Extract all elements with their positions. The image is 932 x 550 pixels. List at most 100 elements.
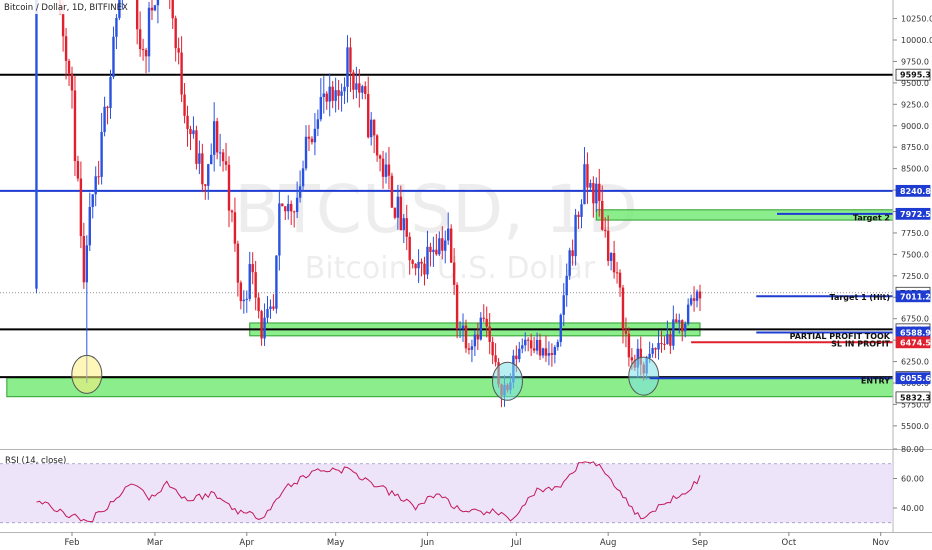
candle-body: [340, 91, 343, 96]
candle-body: [210, 154, 213, 165]
candle: [547, 341, 551, 366]
candle: [606, 215, 610, 266]
candle-body: [595, 183, 598, 204]
candle: [183, 83, 186, 124]
price-tag-7972.5: 7972.5: [900, 210, 931, 219]
candle-body: [174, 18, 177, 49]
candle-body: [70, 73, 74, 91]
candle-body: [251, 264, 254, 273]
candle: [589, 179, 592, 191]
candle-body: [559, 314, 562, 342]
candle: [479, 312, 482, 341]
candle-body: [171, 0, 174, 19]
candle: [601, 185, 604, 231]
candle: [295, 181, 299, 219]
candle-body: [287, 203, 290, 212]
candle: [544, 335, 548, 362]
candle: [290, 200, 293, 226]
candle: [275, 255, 278, 314]
candle-body: [322, 93, 325, 98]
candle: [340, 83, 343, 112]
candle-body: [470, 346, 474, 350]
candle: [150, 0, 154, 21]
candle: [82, 222, 86, 289]
candle-body: [491, 341, 494, 356]
price-tick-label: 7250.0: [901, 272, 929, 281]
candle: [538, 333, 542, 360]
candle: [201, 143, 204, 193]
candle: [595, 177, 598, 213]
candle-body: [393, 207, 397, 218]
candle: [144, 47, 148, 74]
candle: [657, 330, 660, 360]
candle: [482, 304, 485, 323]
rsi-tick-label: 60.00: [901, 475, 924, 484]
candle-body: [675, 319, 678, 323]
candle-body: [535, 339, 539, 351]
price-tag-5832.3-bg: [895, 391, 931, 404]
zone-2: [6, 377, 894, 398]
candle-body: [135, 0, 139, 30]
candle-body: [402, 218, 405, 231]
candle: [198, 140, 201, 175]
candle: [580, 199, 583, 229]
candle-body: [198, 153, 201, 164]
candle-body: [73, 90, 77, 162]
candle-body: [212, 121, 216, 155]
candle-body: [654, 348, 657, 350]
candle-body: [224, 161, 228, 165]
rsi-line: [36, 461, 701, 523]
candle: [109, 69, 112, 119]
price-tick-label: 8500.0: [901, 165, 929, 174]
candle: [212, 102, 216, 172]
candle-body: [529, 340, 533, 349]
candle-body: [298, 186, 302, 198]
candle: [263, 303, 266, 346]
candle: [470, 339, 474, 363]
candle-body: [532, 348, 536, 351]
candle: [485, 306, 488, 338]
candle: [115, 14, 118, 50]
candle-body: [352, 72, 355, 90]
chart-title: Bitcoin / Dollar, 1D, BITFINEX: [4, 3, 128, 13]
candle: [577, 211, 580, 229]
time-tick-label: Apr: [239, 538, 254, 548]
candle-body: [201, 153, 204, 185]
candle: [292, 210, 296, 228]
candle: [491, 336, 494, 365]
candle-body: [488, 326, 491, 342]
annotation-label: SL IN PROFIT: [831, 340, 890, 349]
candle-body: [553, 347, 557, 355]
candle-body: [695, 291, 699, 301]
candle-body: [458, 328, 462, 330]
candle: [672, 305, 675, 350]
candle: [571, 239, 574, 266]
candle: [423, 256, 426, 286]
horizontal-lines-layer: [0, 73, 893, 379]
candle: [429, 242, 432, 267]
candle: [488, 313, 491, 355]
candle-body: [547, 353, 551, 356]
candle-body: [272, 306, 275, 309]
time-axis[interactable]: Feb Mar Apr May Jun Jul Aug Sep Oct Nov: [64, 532, 889, 548]
candle-body: [630, 357, 634, 361]
candle: [266, 296, 269, 324]
candle: [272, 294, 275, 311]
candle: [372, 119, 376, 154]
candle: [663, 336, 666, 351]
candle-body: [112, 36, 115, 77]
candle-body: [583, 164, 586, 205]
candle: [678, 313, 681, 334]
candle-body: [97, 176, 100, 178]
candle: [73, 76, 77, 176]
candle: [432, 236, 435, 267]
candle-body: [325, 93, 328, 102]
candle-body: [236, 243, 240, 283]
candle-body: [515, 355, 518, 360]
candle-body: [565, 275, 568, 296]
candle: [654, 347, 657, 359]
candle-body: [663, 343, 666, 345]
candle-body: [681, 320, 684, 332]
candle: [651, 343, 654, 358]
